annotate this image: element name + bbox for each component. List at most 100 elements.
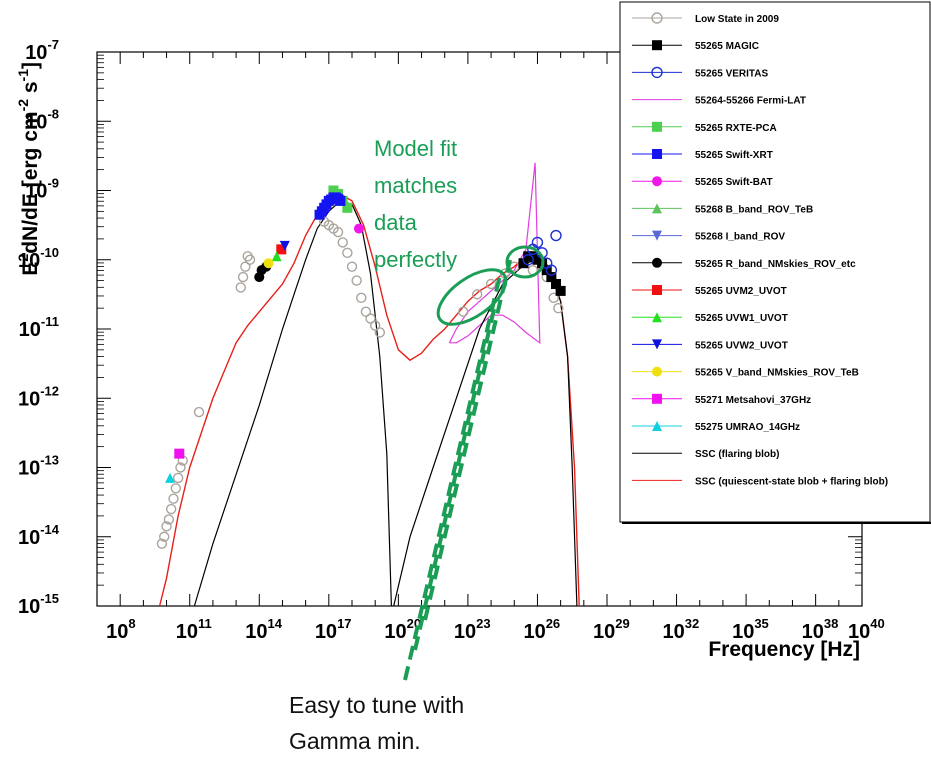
low-state-2009-point — [360, 306, 372, 317]
magic-point — [518, 258, 529, 269]
legend: Low State in 2009 55265 MAGIC 55265 VERITA… — [619, 1, 931, 524]
magic-point — [546, 272, 557, 283]
legend-item: 55265 V_band_NMskies_ROV_TeB — [632, 366, 859, 379]
low-state-2009-point — [369, 320, 381, 331]
x-tick-label: 1040 — [848, 616, 885, 643]
x-tick-label: 1032 — [663, 616, 700, 643]
low-state-2009-point — [156, 538, 168, 549]
y-tick-label: 10-8 — [25, 106, 59, 133]
tev-highlight-ellipse — [505, 245, 545, 279]
y-tick-label: 10-12 — [18, 383, 59, 410]
y-axis-title: E2dN/dE [erg cm-2 s-1] — [15, 62, 42, 276]
x-tick-label: 1017 — [315, 616, 352, 643]
legend-item: Low State in 2009 — [632, 12, 779, 25]
model-fit-annotation-line-3: data — [374, 210, 418, 235]
legend-label: 55265 UVW2_UVOT — [695, 340, 788, 351]
low-state-2009-point — [240, 261, 251, 272]
y-tick-label: 10-15 — [18, 591, 59, 618]
legend-item: 55265 R_band_NMskies_ROV_etc — [632, 257, 856, 270]
data-points — [156, 185, 566, 549]
legend-label: SSC (flaring blob) — [695, 449, 779, 460]
legend-label: 55265 R_band_NMskies_ROV_etc — [695, 259, 856, 270]
legend-label: 55265 MAGIC — [695, 41, 759, 52]
legend-swatch-marker — [652, 257, 662, 268]
model-fit-annotation-line-4: perfectly — [374, 247, 457, 272]
x-tick-label: 1035 — [732, 616, 769, 643]
pointer-dash-1 — [403, 274, 502, 681]
x-tick-label: 1038 — [802, 616, 839, 643]
low-state-2009-point — [365, 313, 376, 324]
legend-label: Low State in 2009 — [695, 14, 779, 25]
low-state-2009-point — [159, 531, 170, 542]
metsahovi-point — [174, 448, 185, 459]
low-state-2009-point — [342, 247, 353, 259]
legend-swatch-marker — [652, 40, 662, 51]
legend-item: 55268 B_band_ROV_TeB — [632, 203, 813, 215]
x-tick-label: 1023 — [454, 616, 491, 643]
low-state-2009-point — [237, 271, 249, 283]
low-state-2009-point — [163, 514, 175, 525]
legend-swatch-marker — [651, 12, 663, 24]
swift-xrt-point — [335, 195, 346, 206]
magic-point — [555, 285, 566, 296]
legend-swatch-marker — [652, 121, 662, 132]
x-axis-title: Frequency [Hz] — [708, 638, 860, 661]
legend-item: 55271 Metsahovi_37GHz — [632, 393, 811, 406]
pointer-dash-2 — [413, 304, 497, 651]
legend-swatch-marker — [652, 149, 662, 159]
legend-swatch-marker — [652, 366, 662, 377]
y-tick-label: 10-11 — [19, 314, 59, 341]
low-state-2009-point — [374, 327, 386, 338]
ssc-flaring-ic-curve — [393, 259, 578, 607]
legend-swatch-marker — [652, 176, 662, 187]
x-tick-label: 1014 — [245, 616, 282, 643]
gamma-min-annotation-line-2: Gamma min. — [289, 728, 421, 754]
low-state-2009-point — [172, 472, 184, 484]
legend-swatch-marker — [652, 393, 662, 404]
legend-label: 55271 Metsahovi_37GHz — [695, 395, 811, 406]
x-tick-label: 1029 — [593, 616, 630, 643]
low-state-2009-point — [332, 226, 344, 238]
legend-label: 55264-55266 Fermi-LAT — [695, 96, 806, 107]
y-tick-label: 10-7 — [25, 37, 59, 64]
v-band-point — [263, 258, 274, 269]
legend-box — [619, 1, 931, 523]
low-state-2009-point — [351, 275, 362, 286]
model-fit-annotation-line-1: Model fit — [374, 136, 457, 161]
veritas-point — [522, 254, 534, 266]
veritas-point — [545, 264, 558, 276]
veritas-point — [550, 229, 562, 242]
legend-item: 55265 MAGIC — [632, 40, 759, 52]
low-state-2009-point — [485, 278, 497, 290]
magic-point — [551, 278, 561, 289]
uvw2-point — [279, 240, 290, 251]
legend-swatch-marker — [652, 421, 662, 431]
legend-item: 55268 I_band_ROV — [632, 230, 785, 243]
legend-label: 55265 UVM2_UVOT — [695, 286, 787, 297]
low-state-2009-point — [244, 254, 256, 265]
legend-label: 55268 I_band_ROV — [695, 232, 785, 243]
low-state-2009-point — [175, 462, 186, 473]
low-state-2009-point — [337, 237, 348, 248]
legend-swatch-marker — [652, 203, 662, 214]
legend-item: 55265 Swift-XRT — [632, 149, 773, 161]
y-tick-label: 10-13 — [18, 453, 59, 480]
uvw1-point — [271, 251, 282, 262]
ssc-flaring-synchrotron-curve — [193, 200, 392, 607]
gamma-min-annotation-line-1: Easy to tune with — [289, 692, 464, 718]
low-state-2009-point — [458, 306, 469, 317]
legend-item: 55265 UVW2_UVOT — [632, 339, 788, 351]
legend-item: SSC (quiescent-state blob + flaring blob… — [632, 476, 888, 487]
low-state-2009-point — [548, 292, 559, 304]
low-state-2009-point — [168, 493, 179, 504]
legend-label: 55265 VERITAS — [695, 68, 769, 79]
low-state-2009-point — [235, 282, 246, 293]
rxte-pca-point — [342, 202, 353, 213]
legend-label: 55265 V_band_NMskies_ROV_TeB — [695, 368, 859, 379]
legend-swatch-marker — [651, 66, 663, 79]
low-state-2009-point — [471, 289, 483, 300]
veritas-point — [531, 236, 544, 249]
legend-item: 55264-55266 Fermi-LAT — [632, 96, 806, 107]
legend-label: 55265 RXTE-PCA — [695, 123, 777, 134]
legend-label: 55268 B_band_ROV_TeB — [695, 204, 813, 215]
